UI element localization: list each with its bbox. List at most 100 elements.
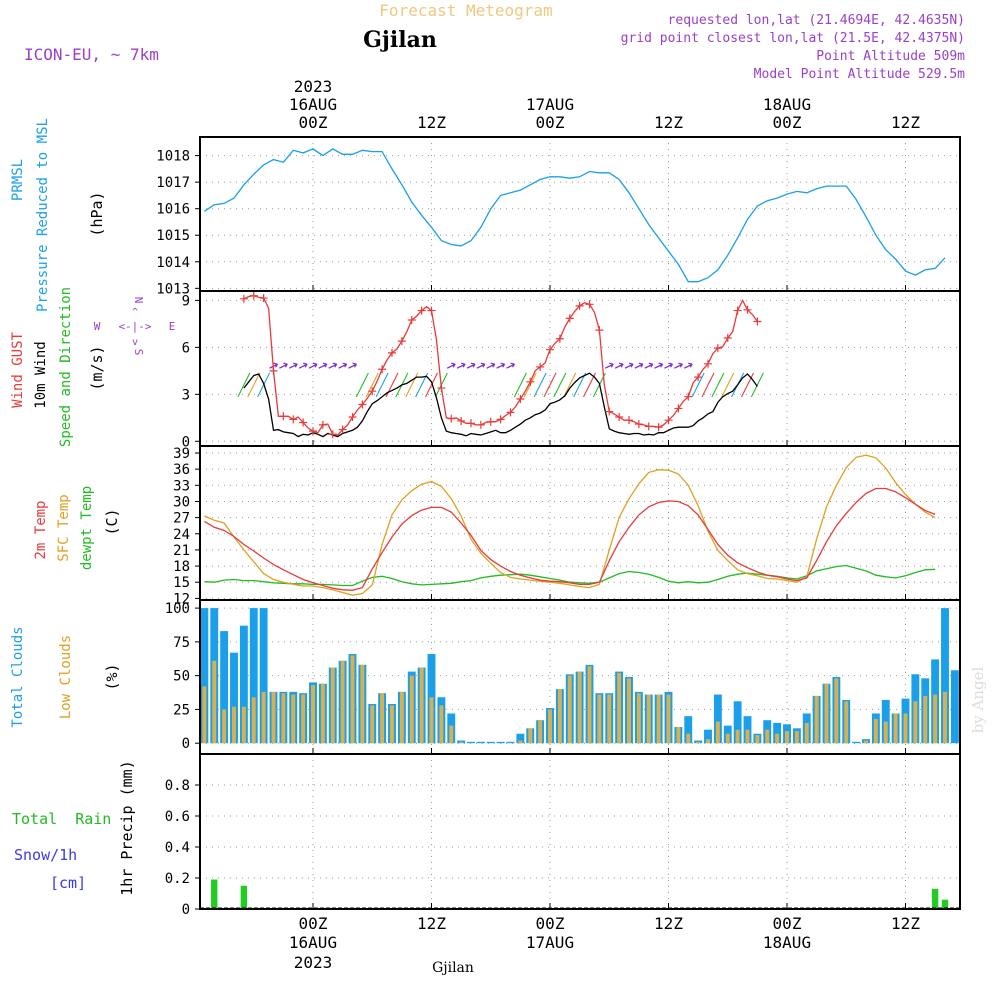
wind-gust-marker xyxy=(269,366,278,375)
top-time-tick-label: 12Z xyxy=(891,113,920,132)
wind-gust-marker xyxy=(605,407,614,416)
rain-bar xyxy=(211,879,218,909)
wind-arrow xyxy=(425,372,438,398)
low-cloud-bar xyxy=(903,713,908,744)
wind-gust-marker xyxy=(555,334,564,343)
y-tick-label: 1016 xyxy=(156,202,190,218)
wind-gust-marker xyxy=(625,416,633,425)
wind-arrow-head xyxy=(628,362,634,368)
wind-gust-marker xyxy=(565,314,574,323)
wind-gust-marker xyxy=(467,419,475,428)
rain-bar xyxy=(240,885,248,909)
wind-gust-marker xyxy=(536,362,545,371)
wind-gust-marker xyxy=(259,294,268,303)
wind-gust-marker xyxy=(546,345,554,354)
y-tick-label: 21 xyxy=(173,543,190,559)
wind-gust-marker xyxy=(239,294,248,303)
wind-arrow xyxy=(355,372,369,398)
wind-arrow-head xyxy=(609,362,614,368)
wind-gust-marker xyxy=(753,317,762,326)
total-cloud-bar xyxy=(516,733,525,744)
low-cloud-bar xyxy=(567,675,572,744)
total-cloud-bar xyxy=(684,716,693,744)
wind-gust-marker xyxy=(299,418,308,427)
bottom-date-17aug: 17AUG xyxy=(526,933,574,952)
wind-arrow-head xyxy=(470,362,476,368)
total-cloud-bar xyxy=(259,608,268,744)
low-cloud-bar xyxy=(676,726,681,744)
wind-gust-marker xyxy=(654,423,663,432)
wind-gust-marker xyxy=(684,392,693,401)
low-cloud-bar xyxy=(548,709,552,744)
low-cloud-bar xyxy=(735,729,740,744)
temp-dewpt-label: dewpt Temp xyxy=(79,486,95,570)
wind-arrow xyxy=(750,372,764,398)
low-cloud-bar xyxy=(301,694,306,744)
temp-unit-label: (C) xyxy=(103,508,121,535)
wind-gust-marker xyxy=(249,291,258,300)
wind-gust-marker xyxy=(457,416,466,425)
wind-gust-marker xyxy=(309,427,317,436)
wind-arrow-head xyxy=(342,362,348,368)
low-cloud-bar xyxy=(380,693,385,744)
total-cloud-bar xyxy=(506,741,515,744)
y-tick-label: 9 xyxy=(182,293,190,309)
y-tick-label: 0 xyxy=(182,434,190,450)
bottom-time-tick-label: 00Z xyxy=(773,914,802,933)
low-cloud-bar xyxy=(449,725,454,744)
low-cloud-bar xyxy=(814,695,819,744)
wind-gust-marker xyxy=(644,422,653,431)
wind-arrow-head xyxy=(460,362,466,368)
top-time-tick-label: 00Z xyxy=(536,113,565,132)
snow-unit-label: [cm] xyxy=(50,874,86,892)
wind-arrow-head xyxy=(332,362,338,368)
low-cloud-bar xyxy=(765,729,770,744)
low-cloud-bar xyxy=(755,735,760,744)
compass-east: E xyxy=(169,320,176,333)
wind-arrow xyxy=(654,363,663,369)
low-cloud-bar xyxy=(370,705,375,744)
top-time-tick-label: 12Z xyxy=(417,113,446,132)
low-cloud-bar xyxy=(291,694,296,744)
wind-arrow-head xyxy=(312,362,318,368)
clouds-unit-label: (%) xyxy=(103,663,121,690)
y-tick-label: 1018 xyxy=(156,149,190,165)
wind-arrow xyxy=(683,363,693,369)
low-cloud-bar xyxy=(686,733,691,744)
wind-gust-marker xyxy=(378,365,387,374)
total-cloud-bar xyxy=(773,722,782,744)
top-date-17aug: 17AUG xyxy=(526,95,574,114)
low-cloud-bar xyxy=(804,722,809,744)
bottom-time-tick-label: 12Z xyxy=(417,914,446,933)
y-tick-label: 25 xyxy=(173,702,190,718)
low-cloud-bar xyxy=(222,709,227,744)
model-label: ICON-EU, ~ 7km xyxy=(24,45,159,64)
wind-gust-marker xyxy=(723,333,732,342)
total-cloud-bar xyxy=(941,608,949,744)
compass-west: W xyxy=(94,320,101,333)
wind-arrow xyxy=(288,363,298,369)
wind-arrow xyxy=(513,372,527,398)
low-cloud-bar xyxy=(271,691,276,744)
precip-unit-label: 1hr Precip (mm) xyxy=(118,760,136,895)
wind-arrow xyxy=(553,372,567,398)
pressure-line xyxy=(204,148,946,283)
temp-2m-line xyxy=(204,487,936,591)
temp-sfc-line xyxy=(204,454,936,596)
wind-gust-marker xyxy=(358,400,367,409)
wind-arrow-head xyxy=(451,362,456,368)
wind-arrow xyxy=(533,372,547,398)
low-cloud-bar xyxy=(627,678,631,744)
low-cloud-bar xyxy=(883,721,888,744)
y-tick-label: 27 xyxy=(173,511,190,527)
low-cloud-bar xyxy=(320,683,325,744)
low-cloud-bar xyxy=(597,694,602,744)
wind-gust-marker xyxy=(526,377,535,386)
wind-arrow xyxy=(338,363,347,369)
wind-gust-marker xyxy=(407,315,416,324)
low-cloud-bar xyxy=(656,694,661,744)
low-cloud-bar xyxy=(429,697,434,744)
wind-arrow xyxy=(721,372,735,398)
low-cloud-bar xyxy=(725,733,730,744)
y-tick-label: 18 xyxy=(173,559,190,575)
